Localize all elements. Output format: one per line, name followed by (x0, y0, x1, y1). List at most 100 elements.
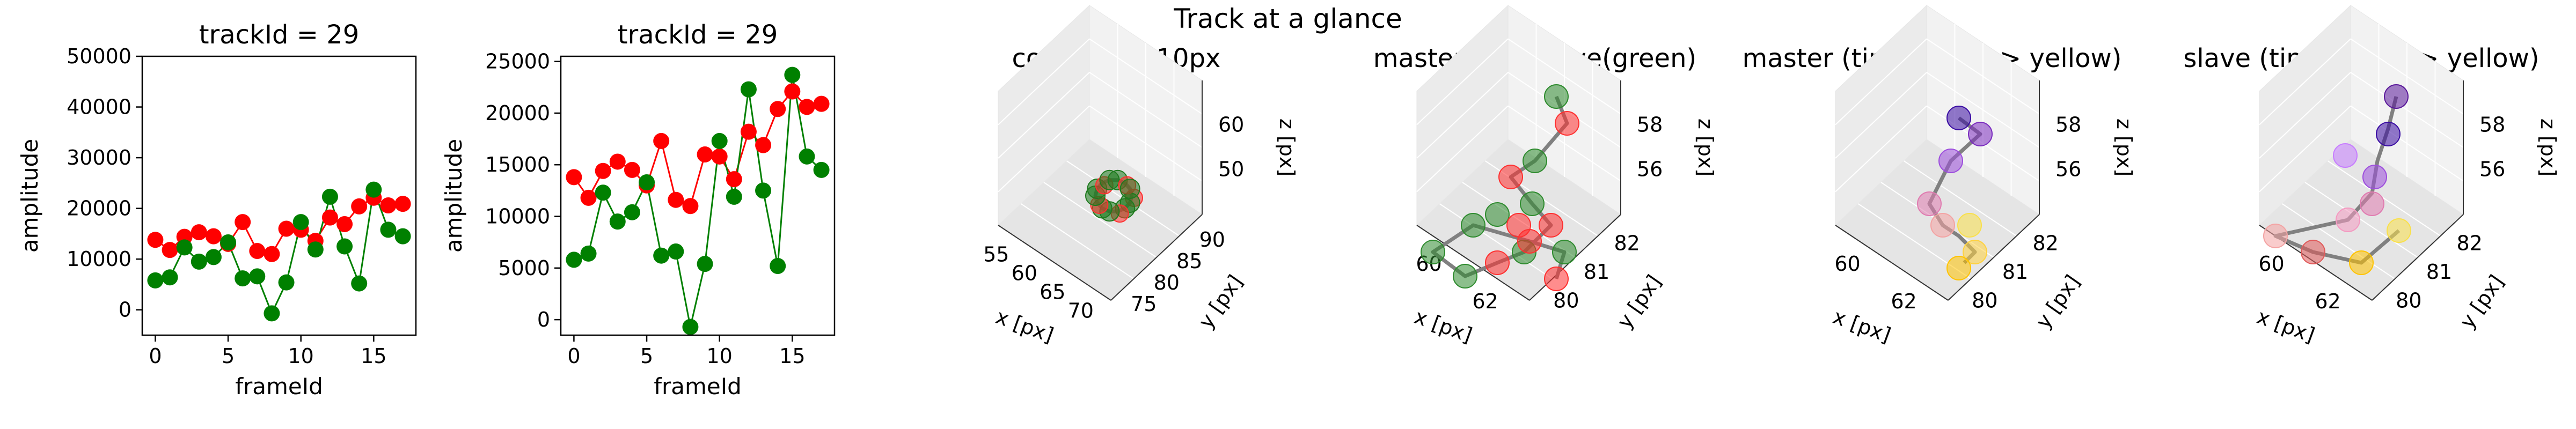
x-tick-label: 60 (1834, 252, 1860, 276)
slave-time-3d-panel: slave (time: blue -> yellow) 60628081825… (2183, 4, 2560, 347)
data-point (813, 95, 830, 112)
data-point (205, 249, 222, 265)
y-axis-line (2372, 214, 2464, 301)
x-tick-label: 15 (361, 344, 386, 368)
x-tick-label: 70 (1068, 299, 1094, 323)
data-point (336, 238, 353, 255)
y-tick-label: 20000 (485, 101, 550, 125)
data-point (624, 161, 640, 178)
trajectory-point (1946, 256, 1971, 280)
data-point (595, 162, 611, 179)
trajectory-point (1506, 213, 1531, 238)
data-point (770, 101, 786, 117)
grid-line (2327, 160, 2441, 236)
trajectory-point (1498, 165, 1523, 189)
y-tick-label: 20000 (67, 197, 131, 220)
data-point (755, 137, 772, 153)
y-axis-line (1948, 214, 2040, 301)
trajectory-point (1539, 213, 1563, 238)
data-point (697, 146, 713, 162)
data-point (351, 275, 368, 292)
data-point (580, 189, 597, 206)
data-point (566, 169, 582, 186)
y-tick-label: 15000 (485, 153, 550, 176)
grid-line (1089, 72, 1203, 148)
grid-line (1043, 182, 1157, 258)
amplitude-chart-2: trackId = 29 0 5 10 15 0 5000 10000 15000 20000 25… (441, 20, 836, 400)
trajectory-point (2384, 84, 2409, 109)
data-point (380, 197, 397, 213)
y-tick-label: 25000 (485, 50, 550, 73)
z-axis-label: z [px] (1275, 119, 1299, 176)
data-point (351, 198, 368, 214)
x-axis-label: x [px] (1411, 305, 1475, 347)
data-point (784, 83, 801, 100)
trajectory-point (1917, 191, 1942, 216)
trajectory-point (1552, 240, 1577, 264)
trajectory-point (1461, 213, 1485, 238)
y-tick-label: 82 (2032, 232, 2058, 255)
y-tick-label: 80 (1154, 271, 1180, 294)
y-axis-label: y [px] (1613, 271, 1666, 333)
data-point (580, 245, 597, 262)
data-point (235, 214, 251, 231)
y-tick-label: 82 (1614, 232, 1640, 255)
data-point (162, 242, 178, 258)
grid-line (1439, 203, 1553, 279)
x-axis-line (1835, 225, 1949, 301)
x-tick-label: 15 (779, 344, 805, 368)
trajectory-point (2376, 122, 2401, 146)
data-point (264, 305, 280, 322)
x-tick-label: 55 (983, 243, 1009, 267)
data-point (292, 214, 309, 231)
x-tick-label: 65 (1040, 280, 1065, 304)
trajectory-point (2362, 165, 2387, 189)
y-tick-label: 90 (1199, 228, 1225, 252)
data-point (682, 319, 699, 335)
grid-line (1089, 38, 1203, 115)
data-point (799, 99, 815, 115)
grid-line (1416, 38, 1509, 125)
data-point (609, 153, 626, 170)
data-point (740, 81, 757, 98)
x-tick-label: 10 (707, 344, 733, 368)
data-point (205, 228, 222, 245)
grid-line (1416, 72, 1509, 159)
data-point (249, 243, 266, 260)
master-time-3d-panel: master (time: blue -> yellow) 6062808182… (1743, 4, 2136, 347)
data-point (609, 213, 626, 230)
x-tick-label: 0 (149, 344, 162, 368)
x-tick-label: 10 (288, 344, 314, 368)
trajectory-point (2387, 218, 2411, 243)
data-point (235, 270, 251, 287)
grid-line (1020, 203, 1135, 279)
y-tick-label: 30000 (67, 146, 131, 169)
trajectory-point (2336, 208, 2360, 232)
z-tick-label: 56 (2055, 158, 2081, 181)
grid-line (1835, 105, 1927, 193)
grid-line (2350, 72, 2464, 148)
y-axis-label: y [px] (1194, 271, 1248, 333)
y-tick-label: 10000 (485, 205, 550, 228)
z-tick-label: 58 (1637, 113, 1663, 136)
y-axis-label: amplitude (17, 139, 43, 253)
data-point (711, 132, 728, 149)
data-point (394, 228, 411, 245)
data-point (711, 148, 728, 165)
grid-line (2259, 72, 2351, 159)
y-tick-label: 75 (1131, 292, 1157, 316)
data-point (249, 268, 266, 285)
trajectory-point (1453, 264, 1477, 289)
x-tick-label: 5 (222, 344, 235, 368)
x-tick-label: 62 (2315, 290, 2340, 313)
data-point (566, 252, 582, 268)
trajectory-point (1421, 240, 1445, 264)
data-point (147, 232, 164, 248)
x-tick-label: 62 (1472, 290, 1498, 313)
data-point (162, 269, 178, 286)
grid-line (2350, 38, 2464, 115)
data-point (668, 191, 684, 208)
grid-line (2281, 203, 2396, 279)
